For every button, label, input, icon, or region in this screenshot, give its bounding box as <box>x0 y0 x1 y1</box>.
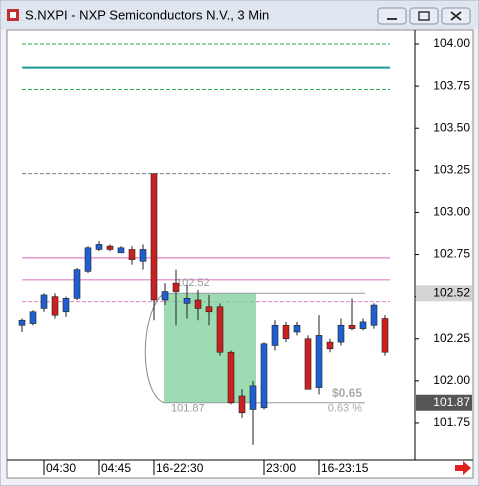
candle-body <box>161 291 169 301</box>
x-tick-label: 23:00 <box>266 461 296 475</box>
x-tick-label: 04:30 <box>46 461 76 475</box>
measure-percent: 0.63 % <box>328 403 362 415</box>
candle-body <box>117 247 125 254</box>
y-tick-label: 101.75 <box>433 415 470 429</box>
measure-change: $0.65 <box>332 386 362 400</box>
candle-body <box>227 351 235 404</box>
y-tick-label: 104.00 <box>433 36 470 50</box>
y-tick-label: 102.00 <box>433 373 470 387</box>
x-tick-label: 16-22:30 <box>156 461 204 475</box>
candle-body <box>381 318 389 353</box>
app-icon-inner <box>10 12 16 18</box>
candle-body <box>84 247 92 272</box>
candle-body <box>293 324 301 333</box>
y-tick-label: 102.25 <box>433 331 470 345</box>
y-tick-label: 103.50 <box>433 120 470 134</box>
y-tick-label: 102.75 <box>433 247 470 261</box>
y-tick-label: 103.00 <box>433 205 470 219</box>
y-tick-label: 103.75 <box>433 78 470 92</box>
candle-body <box>249 385 257 410</box>
candle-body <box>271 324 279 346</box>
candle-body <box>359 321 367 329</box>
window-title: S.NXPI - NXP Semiconductors N.V., 3 Min <box>25 7 269 22</box>
measure-end-label: 101.87 <box>171 403 205 415</box>
price-tag-label: 102.52 <box>433 285 470 299</box>
candle-body <box>29 311 37 324</box>
measure-arc <box>144 292 165 404</box>
candle-body <box>304 338 312 390</box>
candle-body <box>337 324 345 343</box>
candle-body <box>18 319 26 326</box>
x-tick-label: 04:45 <box>101 461 131 475</box>
candle-body <box>315 335 323 388</box>
price-tag <box>416 285 472 302</box>
candle-body <box>370 304 378 326</box>
plot: 104.00 103.75 103.50 103.25 103.00 102.75 102.… <box>18 36 472 475</box>
candle-body <box>260 343 268 409</box>
candle-body <box>194 299 202 309</box>
scroll-arrow[interactable] <box>455 461 471 475</box>
candle-body <box>40 294 48 309</box>
candle-body <box>73 269 81 299</box>
price-tag <box>416 394 472 411</box>
candle-body <box>172 282 180 292</box>
candle-body <box>183 298 191 304</box>
candle-body <box>128 249 136 260</box>
x-tick-label: 16-23:15 <box>321 461 369 475</box>
maximize-icon <box>418 11 430 21</box>
price-tag-label: 101.87 <box>433 395 470 409</box>
minimize-button[interactable] <box>377 7 407 25</box>
candle-body <box>51 296 59 316</box>
candle-body <box>106 245 114 250</box>
candle-body <box>348 324 356 329</box>
measure-start-label: 102.52 <box>176 277 210 289</box>
candle-body <box>139 249 147 262</box>
y-tick-label: 103.25 <box>433 162 470 176</box>
candle-body <box>62 298 70 313</box>
candle-body <box>326 341 334 350</box>
candle-body <box>238 395 246 414</box>
candle-body <box>150 173 158 301</box>
close-icon <box>450 11 462 21</box>
candle-body <box>95 244 103 250</box>
candle-body <box>205 306 213 313</box>
candle-body <box>282 324 290 340</box>
maximize-button[interactable] <box>409 7 439 25</box>
candle-body <box>216 306 224 353</box>
